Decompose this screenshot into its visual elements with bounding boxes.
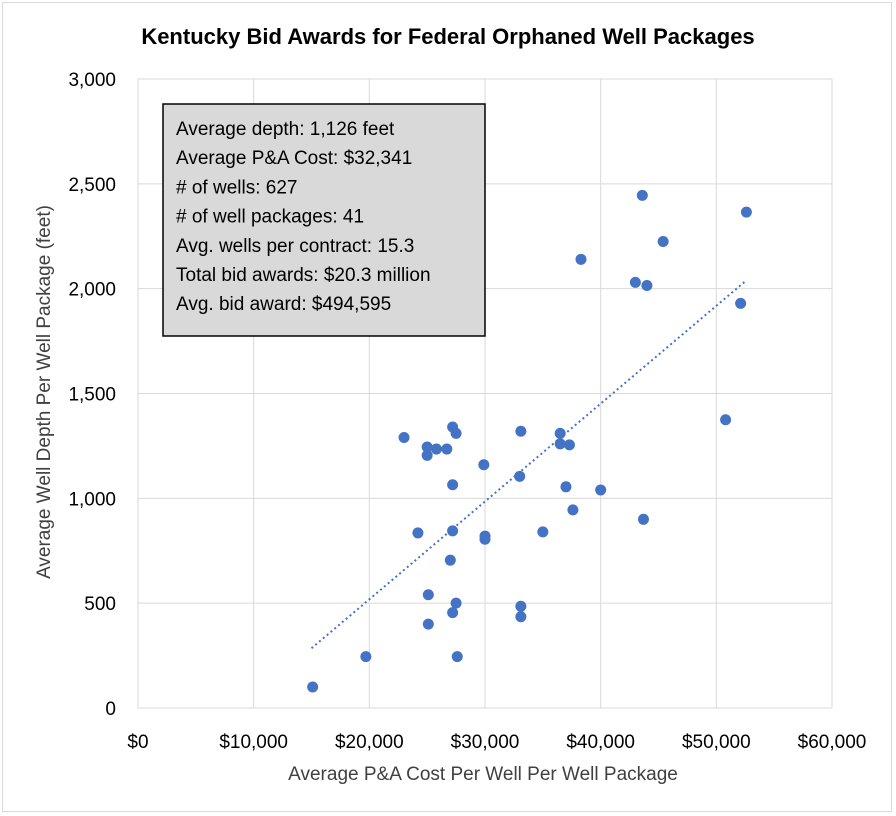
data-point	[515, 611, 527, 623]
data-point	[422, 589, 434, 601]
x-tick-label: $30,000	[451, 732, 520, 753]
x-tick-label: $0	[127, 732, 148, 753]
data-point	[720, 414, 732, 426]
stats-line: Avg. bid award: $494,595	[176, 294, 391, 315]
data-point	[740, 206, 752, 218]
data-point	[735, 297, 747, 309]
data-point	[515, 600, 527, 612]
stats-box-background	[162, 103, 486, 337]
data-point	[554, 427, 566, 439]
data-point	[430, 443, 442, 455]
stats-line: Avg. wells per contract: 15.3	[176, 236, 414, 257]
data-point	[575, 253, 587, 265]
y-tick-label: 0	[105, 699, 116, 720]
data-point	[636, 189, 648, 201]
data-point	[447, 525, 459, 537]
data-point	[421, 441, 433, 453]
data-point	[560, 481, 572, 493]
data-point	[515, 425, 527, 437]
y-tick-label: 500	[84, 594, 116, 615]
data-point	[447, 479, 459, 491]
data-point	[478, 459, 490, 471]
y-tick-label: 2,000	[68, 280, 116, 301]
stats-annotation-box: Average depth: 1,126 feet Average P&A Cos…	[162, 103, 486, 337]
data-point	[567, 504, 579, 516]
stats-line: Average P&A Cost: $32,341	[176, 148, 412, 169]
data-point	[479, 533, 491, 545]
x-axis-ticks: $0 $10,000 $20,000 $30,000 $40,000 $50,000 $60…	[127, 732, 866, 753]
data-point	[421, 449, 433, 461]
y-axis-label: Average Well Depth Per Well Package (fee…	[34, 205, 55, 579]
stats-line: Total bid awards: $20.3 million	[176, 265, 431, 286]
data-points	[307, 189, 752, 693]
y-tick-label: 3,000	[68, 70, 116, 91]
data-point	[307, 681, 319, 693]
data-point	[447, 607, 459, 619]
data-point	[451, 651, 463, 663]
data-point	[412, 527, 424, 539]
data-point	[422, 618, 434, 630]
y-tick-label: 1,500	[68, 385, 116, 406]
stats-line: # of wells: 627	[176, 177, 297, 198]
data-point	[450, 597, 462, 609]
y-tick-label: 1,000	[68, 489, 116, 510]
data-point	[537, 526, 549, 538]
data-point	[441, 443, 453, 455]
data-point	[641, 280, 653, 292]
data-point	[514, 470, 526, 482]
data-point	[554, 438, 566, 450]
x-tick-label: $50,000	[682, 732, 751, 753]
data-point	[444, 554, 456, 566]
chart-title: Kentucky Bid Awards for Federal Orphaned…	[141, 24, 754, 49]
y-axis-ticks: 0 500 1,000 1,500 2,000 2,500 3,000	[68, 70, 116, 720]
stats-line: # of well packages: 41	[176, 207, 364, 228]
data-point	[398, 432, 410, 444]
y-tick-label: 2,500	[68, 175, 116, 196]
x-tick-label: $40,000	[566, 732, 635, 753]
data-point	[450, 427, 462, 439]
x-axis-label: Average P&A Cost Per Well Per Well Packa…	[288, 764, 678, 785]
data-point	[629, 276, 641, 288]
stats-line: Average depth: 1,126 feet	[176, 119, 395, 140]
data-point	[637, 513, 649, 525]
x-tick-label: $10,000	[219, 732, 288, 753]
data-point	[657, 235, 669, 247]
data-point	[595, 484, 607, 496]
x-tick-label: $20,000	[335, 732, 404, 753]
data-point	[563, 439, 575, 451]
data-point	[360, 651, 372, 663]
x-tick-label: $60,000	[798, 732, 867, 753]
